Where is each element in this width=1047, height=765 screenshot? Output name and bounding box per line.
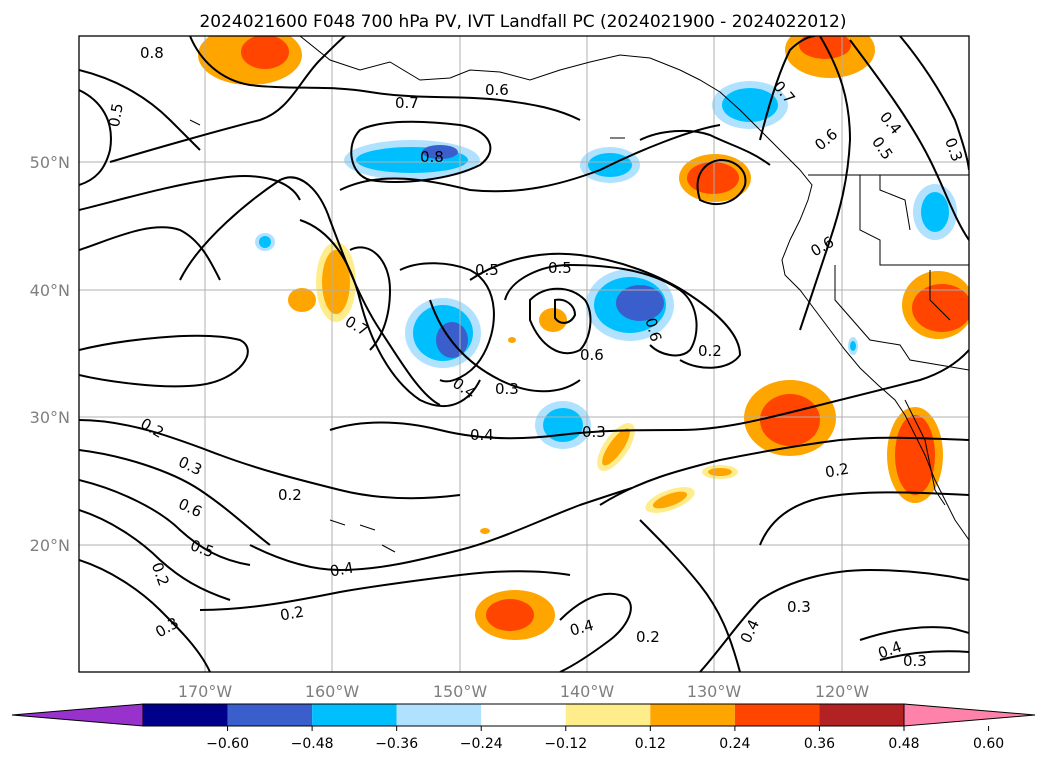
positive-anomaly-subtropical-band	[597, 380, 836, 513]
contour-label: 0.5	[475, 261, 499, 279]
contour-label: 0.4	[328, 559, 355, 581]
lon-label: 120°W	[815, 682, 870, 701]
positive-anomaly-california	[902, 271, 969, 339]
colorbar-bin	[143, 704, 228, 726]
negative-anomaly-north-pacific	[344, 140, 480, 180]
latitude-labels: 50°N 40°N 30°N 20°N	[30, 153, 70, 555]
map-panel: 0.8 0.7 0.6 0.5 0.8 0.5 0.5 0.7 0.4 0.3 …	[79, 36, 969, 672]
contour-label: 0.3	[495, 380, 519, 398]
contour-label: 0.3	[903, 652, 927, 670]
negative-anomaly-gulf-alaska	[712, 81, 788, 129]
colorbar-tick-label: −0.48	[291, 736, 334, 752]
contour-label: 0.5	[548, 259, 572, 277]
colorbar-bin	[396, 704, 482, 726]
colorbar-tick-label: −0.12	[544, 736, 587, 752]
colorbar-tick-label: 0.24	[719, 736, 750, 752]
negative-anomaly-pnw	[913, 184, 957, 240]
longitude-labels: 170°W 160°W 150°W 140°W 130°W 120°W	[178, 682, 870, 701]
colorbar-extend-max	[903, 703, 1036, 727]
positive-anomaly-mexico	[887, 407, 943, 503]
colorbar-bin	[819, 704, 904, 726]
pv-contours	[79, 36, 969, 672]
colorbar-tick-label: 0.12	[635, 736, 666, 752]
coastlines	[189, 36, 969, 553]
colorbar-tick-label: −0.60	[206, 736, 249, 752]
lat-label: 30°N	[30, 408, 70, 427]
colorbar-bin	[650, 704, 735, 726]
contour-label: 0.2	[698, 342, 722, 360]
colorbar: −0.60 −0.48 −0.36 −0.24 −0.12 0.12 0.24 0.36 0.4…	[11, 703, 1036, 752]
graticule	[79, 36, 969, 672]
positive-anomaly-south	[475, 528, 555, 640]
contour-label: 0.8	[420, 148, 444, 166]
contour-label: 0.2	[278, 486, 302, 504]
colorbar-bin	[565, 704, 651, 726]
contour-label: 0.3	[582, 423, 606, 441]
negative-anomaly-dot	[255, 233, 275, 251]
lon-label: 160°W	[305, 682, 360, 701]
figure-title: 2024021600 F048 700 hPa PV, IVT Landfall…	[199, 12, 846, 32]
colorbar-tick-label: −0.36	[375, 736, 418, 752]
contour-label: 0.4	[470, 426, 494, 444]
contour-label: 0.2	[824, 460, 851, 482]
positive-anomaly-northwest	[198, 36, 302, 85]
contour-label: 0.5	[105, 102, 127, 129]
contour-label: 0.6	[641, 316, 665, 344]
contour-label: 0.7	[395, 94, 419, 112]
colorbar-frame	[142, 703, 905, 727]
negative-anomaly-dot-2	[848, 337, 858, 355]
positive-anomaly-small-central	[508, 308, 567, 343]
lat-label: 40°N	[30, 281, 70, 300]
colorbar-extend-min	[11, 703, 144, 727]
contour-label: 0.2	[636, 628, 660, 646]
colorbar-bin	[312, 704, 397, 726]
colorbar-tick-label: 0.48	[888, 736, 919, 752]
map-frame	[78, 35, 970, 673]
colorbar-bin	[481, 704, 566, 726]
lon-label: 150°W	[433, 682, 488, 701]
colorbar-tick-label: 0.36	[804, 736, 835, 752]
contour-label: 0.6	[485, 81, 509, 99]
negative-anomaly-central-west	[405, 298, 481, 368]
lon-label: 140°W	[560, 682, 615, 701]
lat-label: 20°N	[30, 536, 70, 555]
lon-label: 170°W	[178, 682, 233, 701]
lon-label: 130°W	[687, 682, 742, 701]
lat-label: 50°N	[30, 153, 70, 172]
contour-label: 0.3	[787, 598, 811, 616]
contour-label: 0.6	[580, 346, 604, 364]
negative-anomaly-central-east	[586, 269, 674, 341]
contour-label: 0.2	[279, 603, 306, 625]
contour-label: 0.4	[568, 616, 596, 640]
contour-label: 0.8	[140, 44, 164, 62]
positive-anomaly-north	[785, 36, 875, 78]
colorbar-tick-label: 0.60	[973, 736, 1004, 752]
colorbar-bin	[227, 704, 313, 726]
colorbar-tick-label: −0.24	[460, 736, 503, 752]
colorbar-bin	[734, 704, 820, 726]
